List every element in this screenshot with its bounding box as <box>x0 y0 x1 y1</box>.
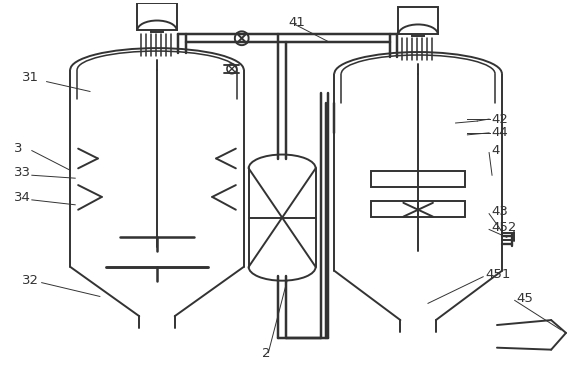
Text: 2: 2 <box>262 347 271 360</box>
Bar <box>398 7 438 34</box>
Bar <box>151 23 163 32</box>
Text: 4: 4 <box>491 144 499 157</box>
Bar <box>371 201 465 217</box>
Text: 3: 3 <box>14 142 23 155</box>
Text: 451: 451 <box>485 268 510 281</box>
Bar <box>412 26 424 36</box>
Bar <box>371 171 465 187</box>
Text: 33: 33 <box>14 166 31 179</box>
Text: 44: 44 <box>491 126 508 139</box>
Text: 31: 31 <box>22 71 39 84</box>
Text: 452: 452 <box>491 221 516 234</box>
Text: 42: 42 <box>491 113 508 126</box>
Text: 32: 32 <box>22 274 39 287</box>
Text: 45: 45 <box>517 292 534 305</box>
Text: 43: 43 <box>491 205 508 218</box>
Bar <box>137 3 177 31</box>
Text: 41: 41 <box>288 16 305 29</box>
Text: 34: 34 <box>14 191 31 204</box>
